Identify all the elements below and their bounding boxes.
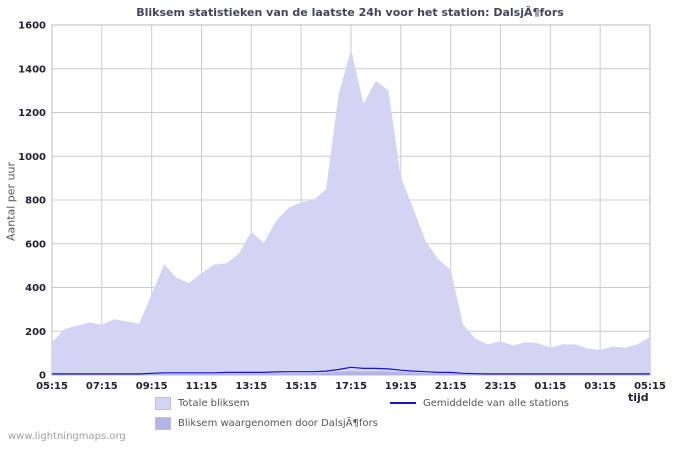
x-tick-label: 19:15 [385, 381, 417, 392]
chart-title: Bliksem statistieken van de laatste 24h … [136, 6, 564, 19]
x-tick-label: 09:15 [136, 381, 168, 392]
legend-label-station: Bliksem waargenomen door DalsjÃ¶fors [178, 417, 378, 429]
x-tick-label: 13:15 [235, 381, 267, 392]
legend-entry-station: Bliksem waargenomen door DalsjÃ¶fors [155, 416, 378, 430]
x-axis-label: tijd [628, 391, 649, 404]
x-tick-label: 01:15 [534, 381, 566, 392]
x-tick-label: 21:15 [435, 381, 467, 392]
y-tick-label: 1600 [18, 21, 46, 32]
x-tick-label: 23:15 [485, 381, 517, 392]
line-gemiddelde-stations [52, 366, 650, 375]
x-tick-label: 11:15 [186, 381, 218, 392]
y-tick-label: 800 [25, 196, 46, 207]
legend-swatch-gemiddelde-icon [390, 402, 416, 404]
legend-entry-totale-bliksem: Totale bliksem [155, 396, 249, 410]
plot-area: 0 200 400 600 800 1000 1200 1400 1600 05:15 07:15 0… [18, 21, 666, 393]
y-tick-label: 200 [25, 327, 46, 338]
area-bliksem-station [52, 371, 650, 375]
y-tick-label: 400 [25, 283, 46, 294]
x-tick-label: 05:15 [634, 381, 666, 392]
legend-label-totale-bliksem: Totale bliksem [178, 397, 250, 409]
y-tick-label: 1200 [18, 108, 46, 119]
legend-entry-gemiddelde: Gemiddelde van alle stations [390, 396, 569, 410]
x-tick-label: 17:15 [335, 381, 367, 392]
y-tick-label: 1000 [18, 152, 46, 163]
x-tick-label: 15:15 [285, 381, 317, 392]
y-tick-label: 600 [25, 239, 46, 250]
y-tick-label: 1400 [18, 64, 46, 75]
x-tick-label: 03:15 [584, 381, 616, 392]
area-totale-bliksem [52, 49, 650, 375]
legend-swatch-totale-bliksem-icon [155, 396, 171, 410]
y-tick-label: 0 [39, 371, 46, 382]
legend-swatch-station-icon [155, 416, 171, 430]
legend-label-gemiddelde: Gemiddelde van alle stations [423, 397, 569, 409]
x-tick-label: 05:15 [36, 381, 68, 392]
watermark: www.lightningmaps.org [8, 431, 126, 442]
x-tick-label: 07:15 [86, 381, 118, 392]
